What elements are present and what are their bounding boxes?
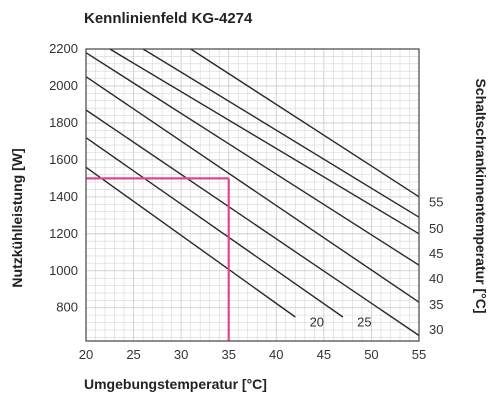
- curve-labels: 20 25 55 50 45 40 35 30: [310, 194, 444, 337]
- x-axis-label: Umgebungstemperatur [°C]: [84, 376, 267, 392]
- curve-label-35: 35: [429, 297, 443, 312]
- y-tick-label: 2200: [49, 41, 78, 56]
- series-line-35: [85, 76, 420, 303]
- x-tick-label: 35: [221, 347, 235, 362]
- x-tick-label: 55: [412, 347, 426, 362]
- series-line-25: [85, 137, 344, 318]
- curves: [85, 48, 420, 337]
- series-line-40: [85, 52, 420, 266]
- reading-marker: [86, 177, 230, 341]
- x-tick-label: 40: [269, 347, 283, 362]
- x-tick-label: 30: [174, 347, 188, 362]
- series-line-55: [190, 48, 420, 198]
- x-tick-label: 25: [126, 347, 140, 362]
- plot-frame: [85, 48, 420, 342]
- curve-label-40: 40: [429, 271, 443, 286]
- x-tick-label: 45: [317, 347, 331, 362]
- curve-label-50: 50: [429, 221, 443, 236]
- series-line-45: [109, 48, 420, 235]
- y-tick-label: 1200: [49, 226, 78, 241]
- y-tick-label: 1400: [49, 189, 78, 204]
- curve-label-20: 20: [310, 315, 324, 330]
- y-tick-label: 1600: [49, 152, 78, 167]
- y-ticks: 800 1000 1200 1400 1600 1800 2000 2200: [49, 41, 78, 315]
- series-line-50: [142, 48, 420, 218]
- x-tick-label: 20: [79, 347, 93, 362]
- y-tick-label: 1800: [49, 115, 78, 130]
- x-tick-label: 50: [364, 347, 378, 362]
- chart-title: Kennlinienfeld KG-4274: [84, 10, 253, 27]
- x-ticks: 20 25 30 35 40 45 50 55: [79, 347, 426, 362]
- y2-axis-label: Schaltschrankinnentemperatur [°C]: [473, 78, 489, 313]
- y-tick-label: 2000: [49, 78, 78, 93]
- curve-label-55: 55: [429, 194, 443, 209]
- curve-label-45: 45: [429, 246, 443, 261]
- series-line-20: [85, 166, 296, 318]
- curve-label-25: 25: [357, 315, 371, 330]
- y-axis-label: Nutzkühlleistung [W]: [9, 148, 25, 287]
- series-line-30: [85, 109, 420, 337]
- grid: [86, 49, 419, 341]
- curve-label-30: 30: [429, 322, 443, 337]
- y-tick-label: 1000: [49, 263, 78, 278]
- y-tick-label: 800: [56, 300, 78, 315]
